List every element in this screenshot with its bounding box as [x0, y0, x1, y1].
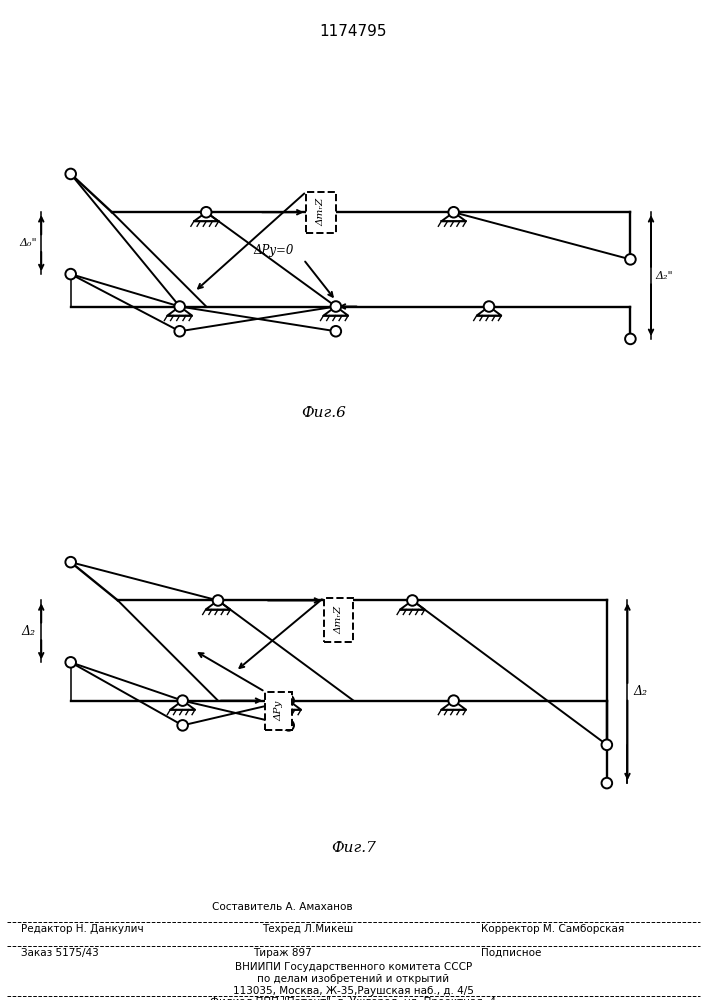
- Circle shape: [625, 334, 636, 344]
- Circle shape: [407, 595, 418, 606]
- Text: Филиал ППП "Патент", г. Ужгород, ул. Проектная, 4: Филиал ППП "Патент", г. Ужгород, ул. Про…: [211, 997, 496, 1000]
- Circle shape: [484, 301, 494, 312]
- Text: 1174795: 1174795: [320, 24, 387, 39]
- Circle shape: [177, 695, 188, 706]
- Circle shape: [284, 695, 294, 706]
- Text: Заказ 5175/43: Заказ 5175/43: [21, 948, 99, 958]
- Text: ΔPy: ΔPy: [274, 701, 283, 721]
- Circle shape: [175, 326, 185, 337]
- Bar: [324, 598, 354, 642]
- Text: Фиг.7: Фиг.7: [331, 841, 376, 855]
- Text: Редактор Н. Данкулич: Редактор Н. Данкулич: [21, 924, 144, 934]
- Circle shape: [213, 595, 223, 606]
- Circle shape: [448, 695, 459, 706]
- Text: Подписное: Подписное: [481, 948, 541, 958]
- Bar: [265, 692, 291, 730]
- Text: по делам изобретений и открытий: по делам изобретений и открытий: [257, 974, 450, 984]
- Circle shape: [65, 269, 76, 279]
- Circle shape: [65, 557, 76, 567]
- Circle shape: [602, 778, 612, 788]
- Text: Составитель А. Амаханов: Составитель А. Амаханов: [213, 902, 353, 912]
- Text: ΔmᵣZ: ΔmᵣZ: [317, 198, 326, 226]
- Text: ΔPy=0: ΔPy=0: [253, 244, 293, 257]
- Circle shape: [330, 301, 341, 312]
- Circle shape: [201, 207, 211, 218]
- Text: Корректор М. Самборская: Корректор М. Самборская: [481, 924, 624, 934]
- Text: 113035, Москва, Ж-35,Раушская наб., д. 4/5: 113035, Москва, Ж-35,Раушская наб., д. 4…: [233, 986, 474, 996]
- Circle shape: [284, 720, 294, 731]
- Circle shape: [330, 326, 341, 337]
- Circle shape: [177, 720, 188, 731]
- Text: Δ₂: Δ₂: [633, 685, 648, 698]
- Text: ΔmᵣZ: ΔmᵣZ: [334, 605, 344, 634]
- Text: Фиг.6: Фиг.6: [302, 406, 346, 420]
- Text: Δ₂: Δ₂: [21, 625, 35, 638]
- Text: Техред Л.Микеш: Техред Л.Микеш: [262, 924, 353, 934]
- Circle shape: [175, 301, 185, 312]
- Text: ВНИИПИ Государственного комитета СССР: ВНИИПИ Государственного комитета СССР: [235, 962, 472, 972]
- Text: Δ₀": Δ₀": [20, 238, 37, 248]
- Text: Тираж 897: Тираж 897: [253, 948, 312, 958]
- Bar: [306, 192, 336, 233]
- Circle shape: [448, 207, 459, 218]
- Circle shape: [602, 740, 612, 750]
- Text: Δ₂": Δ₂": [655, 271, 673, 281]
- Circle shape: [65, 657, 76, 668]
- Circle shape: [65, 169, 76, 179]
- Circle shape: [625, 254, 636, 265]
